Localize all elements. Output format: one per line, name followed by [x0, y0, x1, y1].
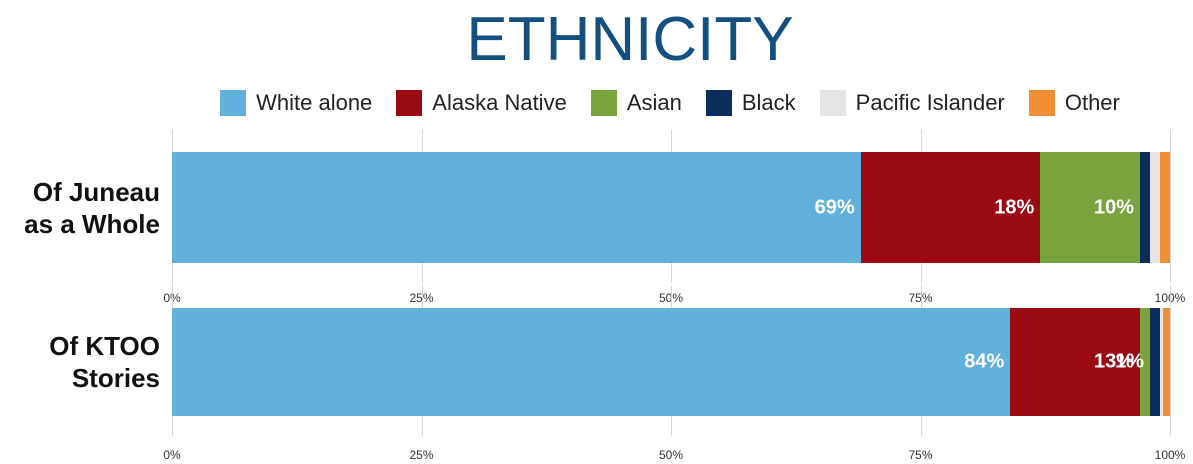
legend-label: White alone — [256, 90, 373, 115]
x-tick-label: 100% — [1154, 448, 1186, 462]
bar-segment: 13% — [1010, 308, 1141, 416]
bar-segment: 10% — [1040, 152, 1141, 263]
legend-swatch — [819, 90, 846, 116]
data-label: 10% — [1094, 196, 1135, 218]
bar-segment — [1163, 308, 1170, 416]
grid-line — [1170, 130, 1171, 283]
data-label: 69% — [814, 196, 855, 218]
bar-segment — [1160, 152, 1170, 263]
bar-segment: 69% — [172, 152, 861, 263]
legend-item: Pacific Islander — [819, 90, 1005, 116]
data-label: 84% — [964, 350, 1005, 373]
x-tick-label: 0% — [163, 448, 181, 462]
legend-swatch — [1028, 90, 1055, 116]
legend-swatch — [220, 90, 247, 116]
bar-segment: 1% — [1115, 308, 1151, 416]
legend-label: Other — [1064, 90, 1120, 115]
legend-item: White alone — [220, 90, 372, 116]
legend-item: Asian — [590, 90, 682, 116]
legend-swatch — [705, 90, 732, 116]
x-tick-label: 50% — [658, 448, 684, 462]
legend-label: Pacific Islander — [855, 90, 1005, 115]
data-label: 18% — [994, 196, 1035, 218]
category-label: Of Juneau as a Whole — [24, 176, 160, 239]
legend: White alone Alaska Native Asian Black Pacifi… — [150, 88, 1190, 118]
data-label: 1% — [1115, 350, 1145, 373]
legend-item: Other — [1028, 90, 1120, 116]
bar-segment — [1150, 308, 1160, 416]
legend-item: Alaska Native — [396, 90, 567, 116]
legend-swatch — [590, 90, 617, 116]
legend-item: Black — [705, 90, 796, 116]
x-tick-label: 75% — [908, 448, 933, 462]
bar-segment — [1160, 308, 1163, 416]
legend-label: Black — [741, 90, 796, 115]
chart-title: ETHNICITY — [466, 5, 794, 74]
bar-segment: 18% — [860, 152, 1041, 263]
data-label: 13% — [1094, 350, 1135, 373]
category-label: Of KTOO Stories — [49, 331, 160, 393]
bar-segment: 84% — [172, 308, 1011, 416]
grid-line — [1170, 286, 1171, 436]
legend-label: Alaska Native — [432, 90, 567, 115]
bar-segment — [1150, 152, 1160, 263]
legend-swatch — [396, 90, 423, 116]
bar-segment — [1140, 152, 1151, 263]
legend-label: Asian — [626, 90, 682, 115]
x-tick-label: 25% — [409, 448, 434, 462]
